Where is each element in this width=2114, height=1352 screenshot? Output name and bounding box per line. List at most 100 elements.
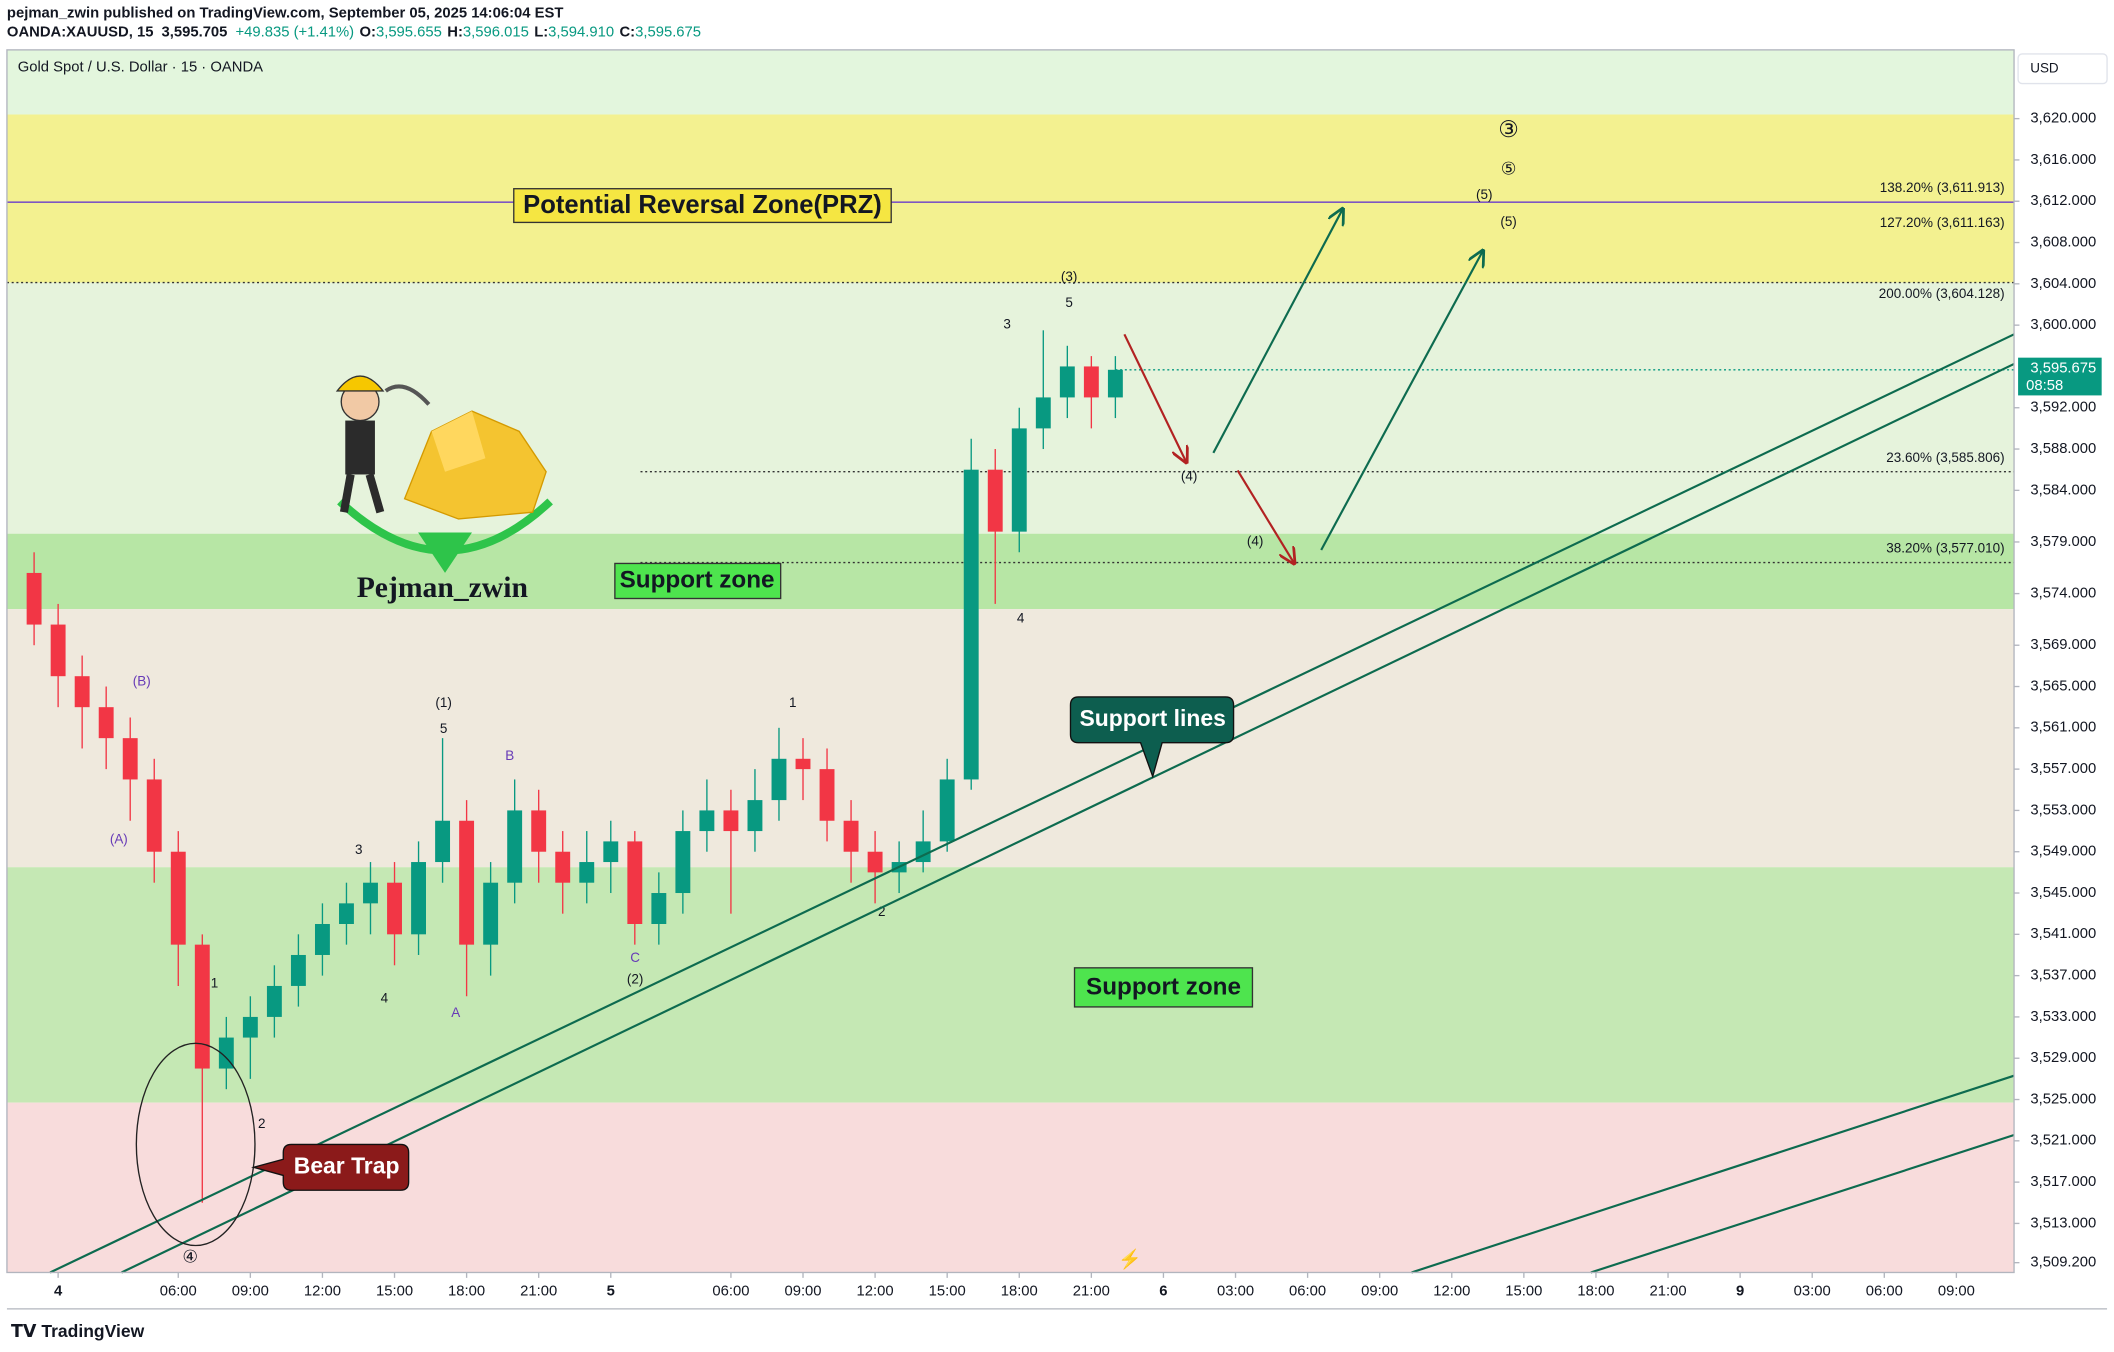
x-tick-label: 06:00 (712, 1283, 749, 1299)
wave-label: 3 (1003, 316, 1011, 331)
wave-label: (1) (435, 695, 451, 710)
y-tick-label: 3,517.000 (2030, 1174, 2096, 1190)
support-lines-box (1069, 696, 1235, 779)
countdown: 08:58 (2026, 378, 2063, 394)
wave-label: 4 (381, 990, 389, 1005)
candle-body (387, 882, 402, 935)
wave-label: (5) (1500, 214, 1516, 229)
candle-body (218, 1037, 234, 1069)
branding-text: TradingView (41, 1320, 144, 1340)
y-tick-label: 3,541.000 (2030, 926, 2096, 942)
candle-body (339, 903, 354, 924)
x-tick-label: 12:00 (857, 1283, 894, 1299)
wave-label: (B) (133, 674, 151, 689)
zone (6, 49, 2015, 115)
wave-label: 3 (355, 842, 363, 857)
candle-body (1083, 366, 1099, 398)
y-tick-label: 3,574.000 (2030, 586, 2096, 602)
y-tick-label: 3,584.000 (2030, 482, 2096, 498)
ohlc-value: 3,595.675 (635, 24, 701, 40)
branding: 𝗧𝗩 TradingView (11, 1320, 145, 1340)
ohlc-value: 3,596.015 (463, 24, 529, 40)
x-tick-label: 15:00 (1505, 1283, 1542, 1299)
zone (6, 533, 2015, 610)
candle-body (363, 882, 378, 904)
trendline (1590, 1133, 2015, 1274)
ohlc-value: 3,594.910 (548, 24, 614, 40)
y-tick-label: 3,608.000 (2030, 234, 2096, 250)
arrow (1236, 469, 1295, 563)
x-tick-label: 03:00 (1217, 1283, 1254, 1299)
bear-trap-circle (135, 1042, 256, 1247)
x-tick-label: 15:00 (376, 1283, 413, 1299)
y-tick-label: 3,509.200 (2030, 1255, 2096, 1271)
projection-arrows (1123, 209, 1483, 564)
arrow (1123, 333, 1186, 462)
trendline (49, 333, 2015, 1274)
zone (6, 282, 2015, 534)
author-illustration: Pejman_zwin (335, 375, 553, 604)
wave-label: (4) (1247, 533, 1263, 548)
arrow (1212, 209, 1342, 454)
wave-label: B (505, 748, 514, 763)
prz-callout: Potential Reversal Zone(PRZ) (513, 188, 892, 224)
chart-title: Gold Spot / U.S. Dollar · 15 · OANDA (18, 59, 263, 75)
x-tick-label: 09:00 (232, 1283, 269, 1299)
publisher-text: pejman_zwin published on TradingView.com… (7, 5, 563, 21)
wave-label: 5 (1065, 295, 1073, 310)
candle-body (290, 954, 306, 986)
prz-label: Potential Reversal Zone(PRZ) (523, 191, 882, 219)
event-icon: ⚡ (1118, 1247, 1141, 1270)
trendlines (49, 333, 2015, 1274)
ohlc-label: C: (619, 24, 635, 40)
support-zone-callout: Support zone (1073, 967, 1254, 1008)
support-lines-callout: Support lines (1069, 696, 1235, 779)
candle-body (627, 841, 643, 924)
wave-label: C (630, 950, 640, 965)
wave-label: A (451, 1005, 460, 1020)
zones (6, 49, 2015, 1273)
wave-label: 1 (789, 695, 797, 710)
support-zone-callout: Support zone (614, 562, 782, 600)
candle-body (1107, 369, 1123, 398)
y-tick-label: 3,592.000 (2030, 400, 2096, 416)
last-price-box (2018, 357, 2102, 396)
prz-box (513, 188, 892, 224)
bear-trap-box (251, 1143, 410, 1191)
wave-label: ⑤ (1501, 158, 1517, 178)
zone (6, 114, 2015, 283)
y-tick-label: 3,612.000 (2030, 193, 2096, 209)
x-tick-label: 6 (1159, 1283, 1167, 1299)
candle-body (723, 810, 739, 832)
x-tick-label: 18:00 (1001, 1283, 1038, 1299)
wave-label: 5 (440, 721, 448, 736)
wave-label: (5) (1476, 187, 1492, 202)
support-lines-label: Support lines (1080, 705, 1226, 731)
candle-body (867, 851, 883, 873)
fib-label: 38.20% (3,577.010) (1886, 541, 2004, 556)
candle-body (50, 624, 66, 677)
candle-body (483, 882, 499, 945)
candle-body (651, 893, 667, 924)
trendline (1411, 1074, 2015, 1274)
y-tick-label: 3,561.000 (2030, 720, 2096, 736)
wave-label: (3) (1061, 269, 1077, 284)
zone (6, 609, 2015, 868)
plot-frame (6, 49, 2015, 1274)
x-tick-label: 21:00 (1649, 1283, 1686, 1299)
symbol: OANDA:XAUUSD, 15 (7, 24, 154, 40)
candle-body (939, 779, 955, 842)
x-tick-label: 09:00 (784, 1283, 821, 1299)
x-tick-label: 4 (54, 1283, 63, 1299)
last-price-label: 3,595.675 (2030, 360, 2096, 376)
x-tick-label: 21:00 (1073, 1283, 1110, 1299)
x-tick-label: 21:00 (520, 1283, 557, 1299)
candle-body (747, 800, 763, 832)
symbol-line: OANDA:XAUUSD, 15 3,595.705 +49.835 (+1.41%… (7, 24, 701, 40)
plot-layer: 3,620.000 3,616.000 3,612.000 3,608.000 3,60… (6, 111, 2102, 1299)
candle-body (507, 810, 523, 883)
wave-label: ④ (182, 1246, 198, 1266)
x-tick-label: 09:00 (1361, 1283, 1398, 1299)
x-tick-label: 5 (607, 1283, 615, 1299)
candle-body (987, 469, 1003, 532)
